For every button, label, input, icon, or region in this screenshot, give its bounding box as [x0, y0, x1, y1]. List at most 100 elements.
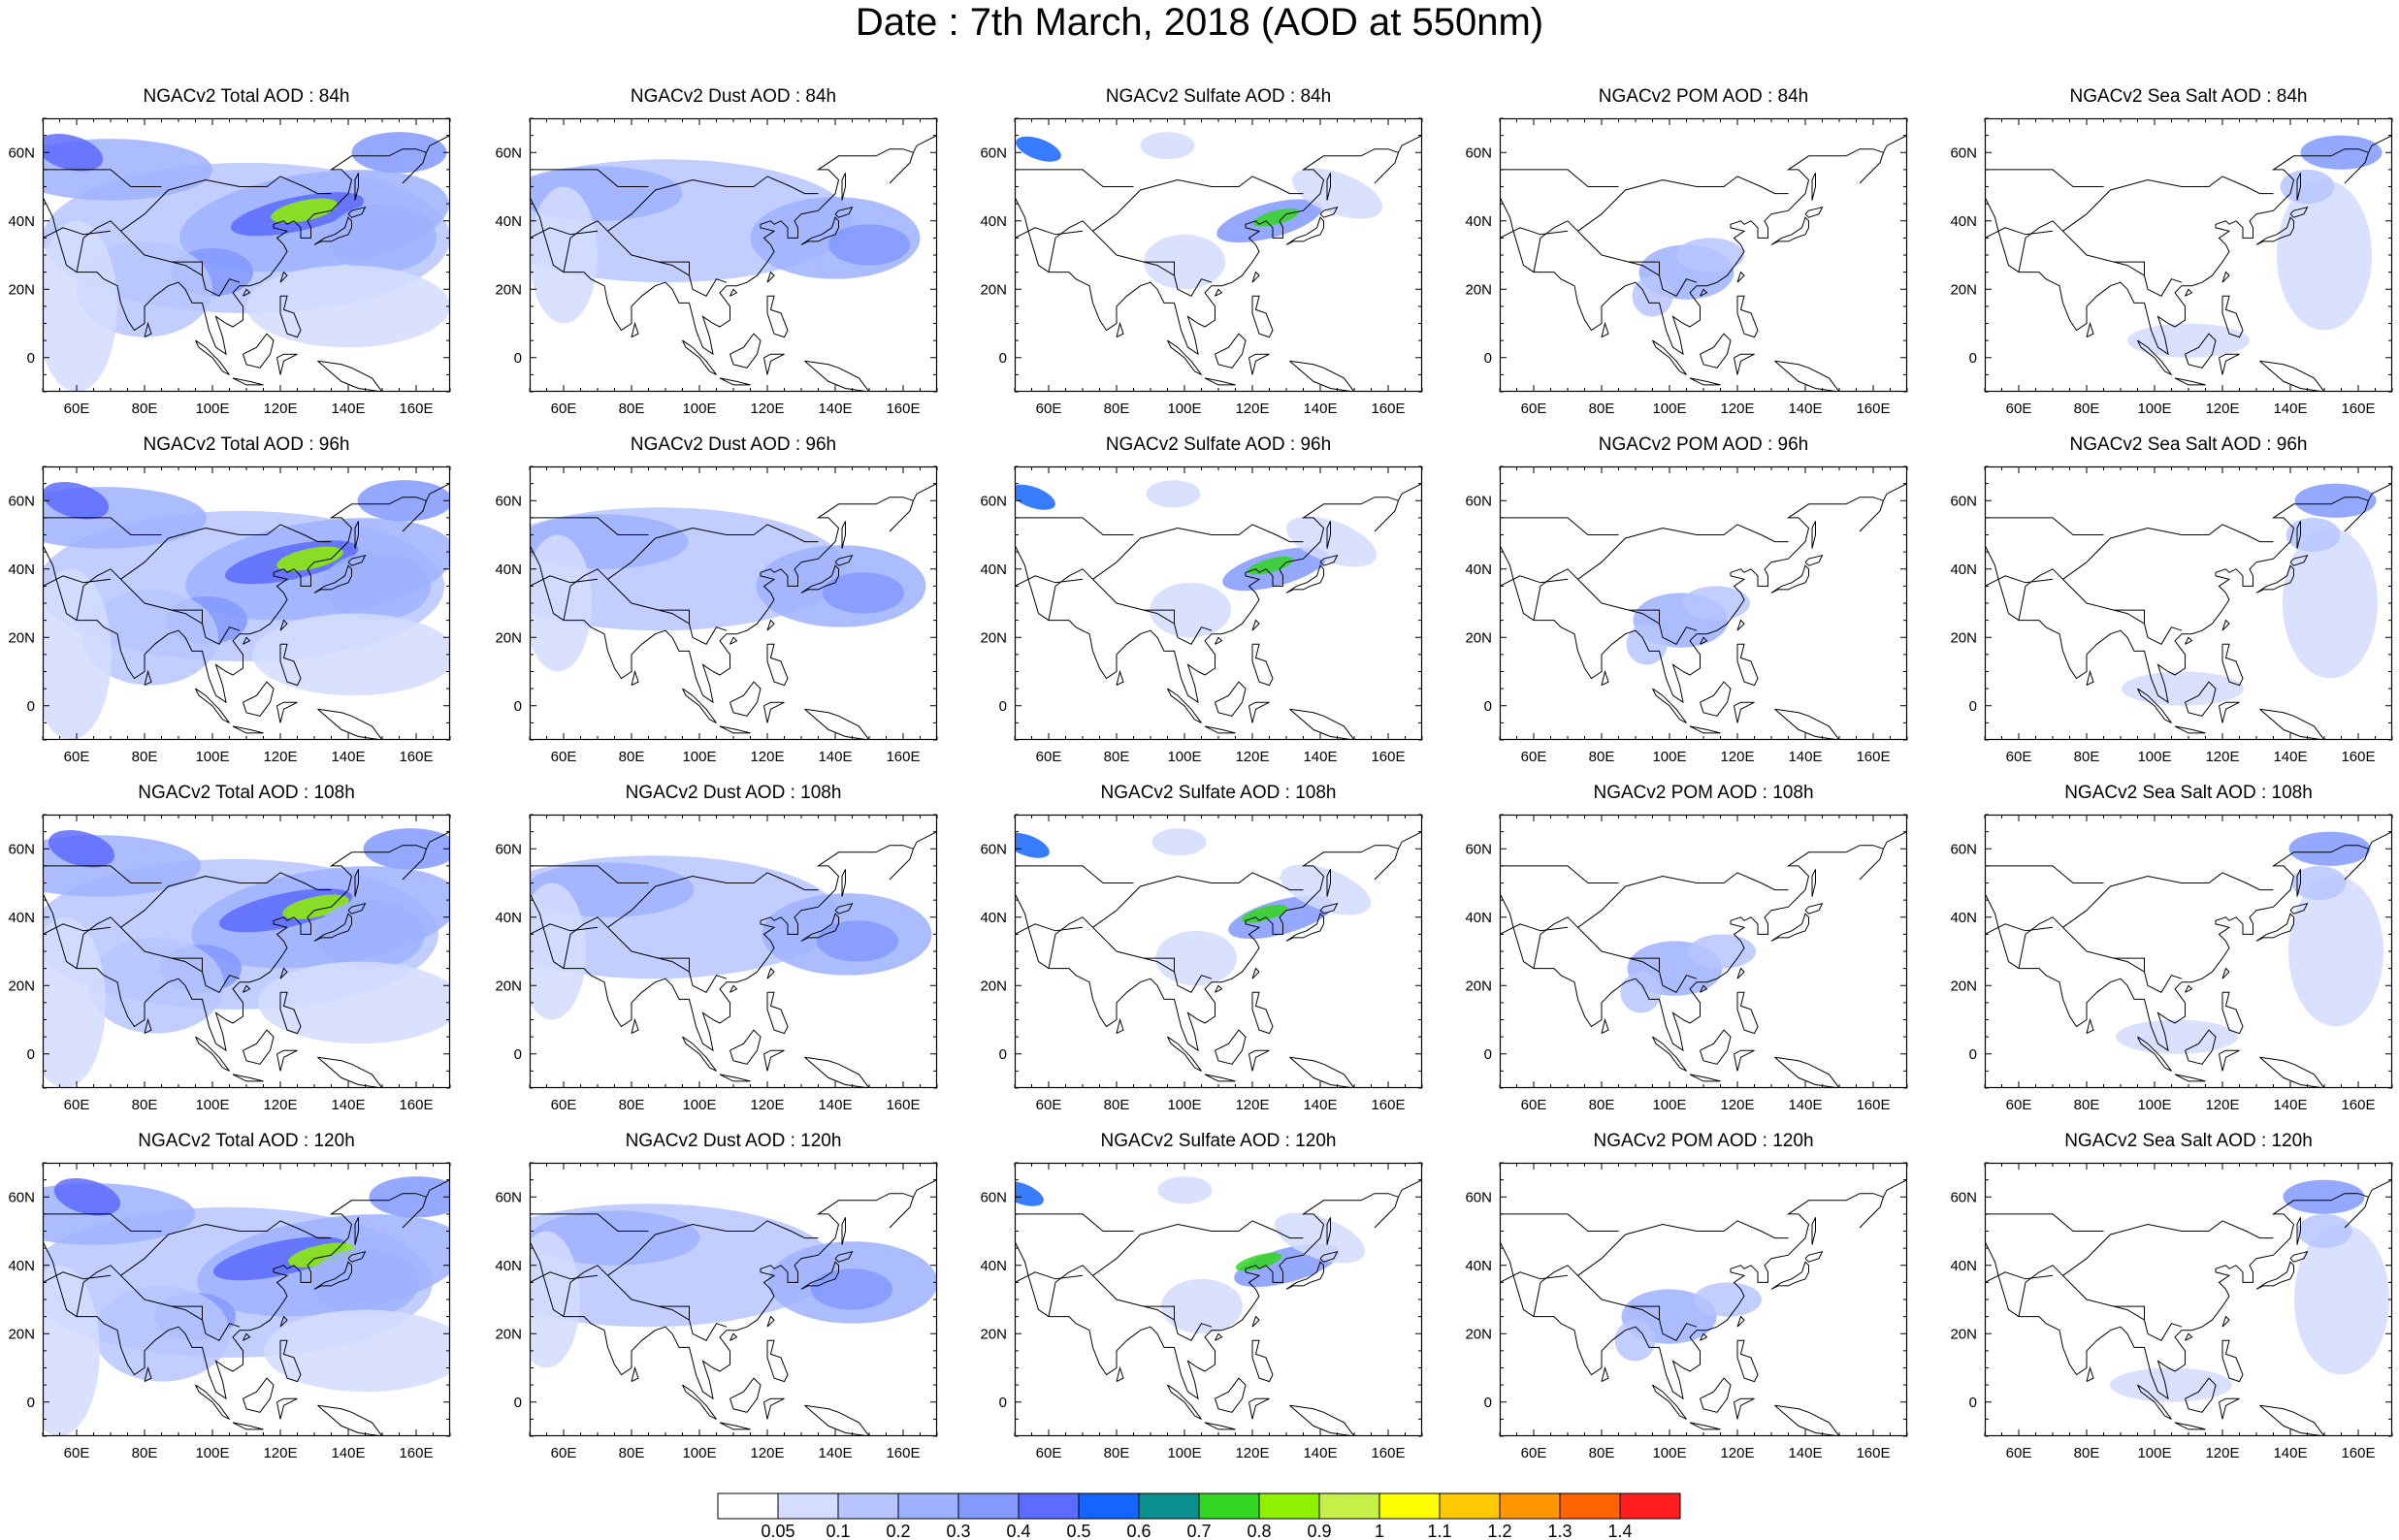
- aod-plume: [2280, 169, 2335, 205]
- aod-plume: [2110, 1367, 2232, 1402]
- coastline: [1811, 1217, 1816, 1245]
- coastline: [763, 1049, 785, 1072]
- lon-tick-label: 60E: [2006, 1445, 2032, 1461]
- aod-plume: [823, 572, 904, 614]
- aod-plume: [828, 224, 910, 266]
- coastline: [1285, 216, 1324, 245]
- coastline: [682, 688, 717, 723]
- coastline: [243, 681, 275, 717]
- lon-tick-label: 100E: [682, 401, 716, 417]
- colorbar-swatch: [717, 1492, 779, 1520]
- lon-tick-label: 140E: [1303, 401, 1337, 417]
- lon-tick-label: 160E: [1371, 401, 1405, 417]
- coastline: [1048, 916, 1175, 973]
- lon-tick-label: 120E: [2205, 1445, 2239, 1461]
- lon-tick-label: 60E: [64, 1097, 90, 1113]
- map-sulfate-84h: 60E 80E 100E 120E 140E 160E 60N 40N 20N 0: [980, 117, 1423, 417]
- coastline: [889, 500, 914, 532]
- coastline: [2174, 725, 2206, 734]
- coastline: [1500, 865, 1619, 883]
- coastline: [1628, 609, 1698, 645]
- aod-plume: [2291, 865, 2347, 901]
- coastline: [1285, 913, 1324, 942]
- lon-tick-label: 160E: [1371, 1445, 1405, 1461]
- aod-plume: [2288, 876, 2383, 1027]
- lon-tick-label: 120E: [1720, 1097, 1754, 1113]
- coastline: [313, 913, 352, 942]
- coastline: [2174, 1074, 2206, 1082]
- coastline: [1628, 1305, 1698, 1341]
- map-total-96h: 60E 80E 100E 120E 140E 160E 60N 40N 20N 0: [8, 465, 451, 765]
- aod-plume: [2122, 671, 2244, 706]
- lon-tick-label: 140E: [1303, 749, 1337, 765]
- coastline: [530, 1271, 599, 1283]
- lon-tick-label: 60E: [551, 749, 577, 765]
- coastline: [347, 206, 367, 218]
- panel-title-sulfate-108h: NGACv2 Sulfate AOD : 108h: [1100, 783, 1337, 803]
- coastline: [2259, 708, 2325, 740]
- panel-title-total-96h: NGACv2 Total AOD : 96h: [143, 434, 350, 455]
- coastline: [1248, 1397, 1270, 1420]
- coastline: [729, 288, 738, 297]
- coastline: [1985, 169, 2104, 187]
- lat-tick-label: 20N: [1465, 978, 1492, 994]
- colorbar-label: 1: [1375, 1522, 1384, 1540]
- aod-plume: [53, 1177, 121, 1216]
- coastline: [1285, 1261, 1324, 1290]
- lon-tick-label: 60E: [1521, 1445, 1547, 1461]
- lon-tick-label: 100E: [195, 1445, 229, 1461]
- colorbar-swatch: [897, 1492, 959, 1520]
- colorbar: 0.05 0.1 0.2 0.3 0.4 0.5 0.6 0.7 0.8 0.9 1 1.1 1.2 1.…: [717, 1492, 1681, 1540]
- coastline: [766, 295, 789, 338]
- coastline: [1326, 173, 1331, 201]
- lat-tick-label: 40N: [980, 561, 1007, 578]
- coastline: [2259, 1056, 2325, 1088]
- coastline: [2221, 271, 2230, 283]
- coastline: [1533, 1265, 1660, 1321]
- colorbar-swatch: [777, 1492, 839, 1520]
- lat-tick-label: 0: [27, 698, 35, 715]
- lon-tick-label: 160E: [886, 1097, 920, 1113]
- coastline: [279, 1315, 288, 1328]
- coastline: [171, 957, 241, 993]
- coastline: [1700, 1029, 1732, 1065]
- coastline: [195, 339, 230, 375]
- coastline: [1215, 1377, 1247, 1413]
- coastline: [43, 483, 450, 704]
- lat-tick-label: 0: [27, 350, 35, 367]
- map-seasalt-108h: 60E 80E 100E 120E 140E 160E 60N 40N 20N 0: [1950, 814, 2393, 1113]
- coastline: [1319, 1250, 1339, 1263]
- coastline: [276, 353, 298, 375]
- map-total-120h: 60E 80E 100E 120E 140E 160E 60N 40N 20N 0: [8, 1162, 451, 1461]
- coastline: [563, 568, 690, 625]
- colorbar-swatch: [1619, 1492, 1681, 1520]
- coastline: [729, 636, 738, 645]
- lat-tick-label: 40N: [1950, 561, 1977, 578]
- lon-tick-label: 120E: [263, 1445, 297, 1461]
- lon-tick-label: 140E: [2273, 749, 2307, 765]
- panel-title-sulfate-96h: NGACv2 Sulfate AOD : 96h: [1105, 434, 1332, 455]
- coastline: [232, 1074, 264, 1082]
- lon-tick-label: 100E: [195, 1097, 229, 1113]
- coastline: [1985, 227, 2054, 239]
- lon-tick-label: 80E: [132, 401, 158, 417]
- coastline: [1092, 176, 1304, 232]
- colorbar-swatch: [1018, 1492, 1080, 1520]
- figure-title: Date : 7th March, 2018 (AOD at 550nm): [855, 1, 1544, 44]
- coastline: [1700, 636, 1708, 645]
- coastline: [120, 524, 332, 580]
- aod-plume: [369, 1176, 450, 1218]
- lat-tick-label: 20N: [495, 978, 522, 994]
- coastline: [1736, 643, 1759, 687]
- coastline: [530, 227, 599, 239]
- lat-tick-label: 20N: [980, 281, 1007, 298]
- aod-plume: [1676, 238, 1744, 273]
- aod-plume: [1235, 1252, 1282, 1271]
- lat-tick-label: 40N: [8, 213, 35, 230]
- colorbar-swatch: [1138, 1492, 1200, 1520]
- coastline: [834, 902, 854, 914]
- lon-tick-label: 60E: [1521, 401, 1547, 417]
- lat-tick-label: 40N: [980, 910, 1007, 926]
- coastline: [1167, 1036, 1202, 1072]
- panel-title-pom-120h: NGACv2 POM AOD : 120h: [1593, 1131, 1814, 1151]
